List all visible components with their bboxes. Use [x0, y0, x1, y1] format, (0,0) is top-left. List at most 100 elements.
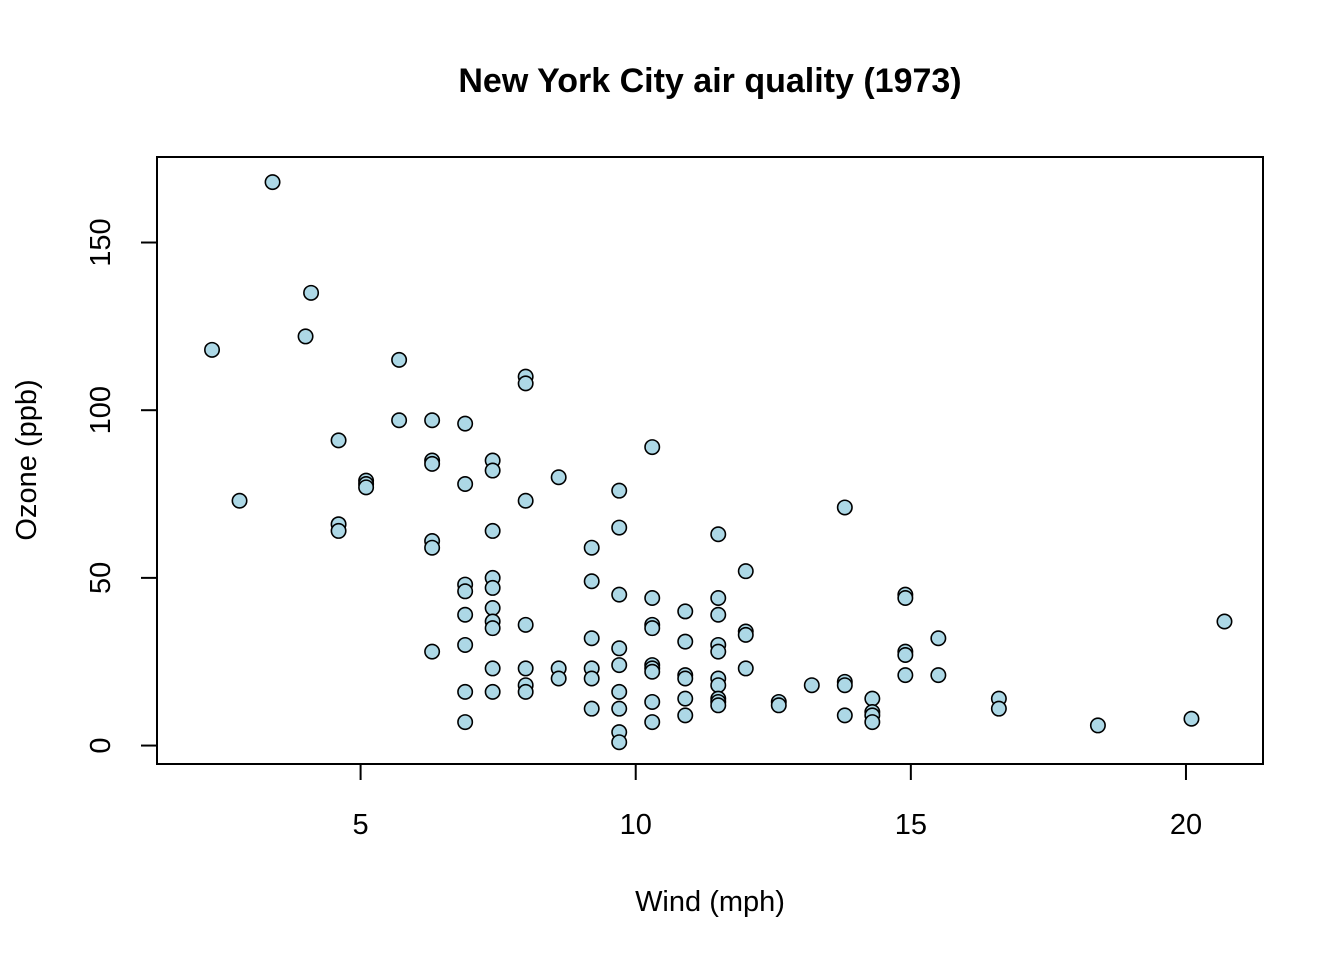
- data-point: [611, 640, 628, 657]
- x-tick-label: 20: [1170, 809, 1202, 841]
- y-tick-label: 150: [85, 218, 117, 266]
- chart-title: New York City air quality (1973): [458, 62, 961, 100]
- data-point: [644, 663, 661, 680]
- data-point: [391, 351, 408, 368]
- data-point: [677, 707, 694, 724]
- data-point: [330, 432, 347, 449]
- data-point: [897, 647, 914, 664]
- data-point: [583, 573, 600, 590]
- data-point: [611, 683, 628, 700]
- data-point: [264, 174, 281, 191]
- data-point: [550, 469, 567, 486]
- data-point: [930, 630, 947, 647]
- data-point: [710, 677, 727, 694]
- data-point: [710, 697, 727, 714]
- data-point: [204, 341, 221, 358]
- data-point: [644, 714, 661, 731]
- data-point: [484, 683, 501, 700]
- y-axis: 0 50 100 150: [85, 218, 158, 754]
- data-point: [644, 693, 661, 710]
- data-point: [770, 697, 787, 714]
- data-point: [583, 700, 600, 717]
- plot-frame: [156, 156, 1264, 765]
- data-point: [836, 707, 853, 724]
- y-tick-label: 100: [85, 386, 117, 434]
- data-point: [391, 412, 408, 429]
- data-point: [424, 539, 441, 556]
- data-point: [897, 667, 914, 684]
- data-point: [677, 690, 694, 707]
- data-point: [583, 670, 600, 687]
- data-point: [457, 583, 474, 600]
- data-point: [836, 677, 853, 694]
- data-point: [424, 412, 441, 429]
- data-point: [611, 519, 628, 536]
- data-point: [710, 606, 727, 623]
- data-point: [457, 415, 474, 432]
- data-point: [677, 633, 694, 650]
- x-axis-label: Wind (mph): [635, 886, 785, 918]
- data-point: [303, 284, 320, 301]
- data-point: [517, 492, 534, 509]
- data-point: [517, 660, 534, 677]
- data-point: [484, 600, 501, 617]
- data-point: [457, 636, 474, 653]
- data-point: [990, 700, 1007, 717]
- data-point: [358, 479, 375, 496]
- x-tick-label: 15: [895, 809, 927, 841]
- data-point: [484, 620, 501, 637]
- data-point: [644, 620, 661, 637]
- data-point: [677, 670, 694, 687]
- data-point: [864, 714, 881, 731]
- data-point: [484, 660, 501, 677]
- x-tick-label: 5: [353, 809, 369, 841]
- data-point: [424, 643, 441, 660]
- data-point: [457, 475, 474, 492]
- data-point: [737, 626, 754, 643]
- data-point: [1183, 710, 1200, 727]
- data-point: [737, 660, 754, 677]
- data-points: [204, 174, 1233, 751]
- data-point: [611, 482, 628, 499]
- y-tick-label: 0: [85, 737, 117, 753]
- data-point: [231, 492, 248, 509]
- data-point: [611, 657, 628, 674]
- y-axis-label: Ozone (ppb): [11, 379, 43, 540]
- data-point: [517, 375, 534, 392]
- data-point: [484, 579, 501, 596]
- data-point: [1216, 613, 1233, 630]
- data-point: [457, 606, 474, 623]
- data-point: [424, 455, 441, 472]
- data-point: [677, 603, 694, 620]
- data-point: [297, 328, 314, 345]
- x-tick-label: 10: [620, 809, 652, 841]
- y-tick-label: 50: [85, 562, 117, 594]
- data-point: [330, 522, 347, 539]
- data-point: [803, 677, 820, 694]
- data-point: [611, 586, 628, 603]
- data-point: [1089, 717, 1106, 734]
- data-point: [457, 714, 474, 731]
- data-point: [611, 734, 628, 751]
- data-point: [644, 589, 661, 606]
- data-point: [644, 439, 661, 456]
- data-point: [517, 616, 534, 633]
- data-point: [710, 643, 727, 660]
- data-point: [484, 462, 501, 479]
- data-point: [583, 539, 600, 556]
- data-point: [710, 589, 727, 606]
- data-point: [897, 589, 914, 606]
- data-point: [550, 670, 567, 687]
- data-point: [457, 683, 474, 700]
- data-point: [864, 690, 881, 707]
- data-point: [930, 667, 947, 684]
- data-point: [583, 630, 600, 647]
- data-point: [484, 522, 501, 539]
- data-point: [737, 563, 754, 580]
- data-point: [710, 526, 727, 543]
- data-point: [611, 700, 628, 717]
- data-point: [836, 499, 853, 516]
- x-axis: 5 10 15 20: [353, 763, 1202, 841]
- data-point: [517, 683, 534, 700]
